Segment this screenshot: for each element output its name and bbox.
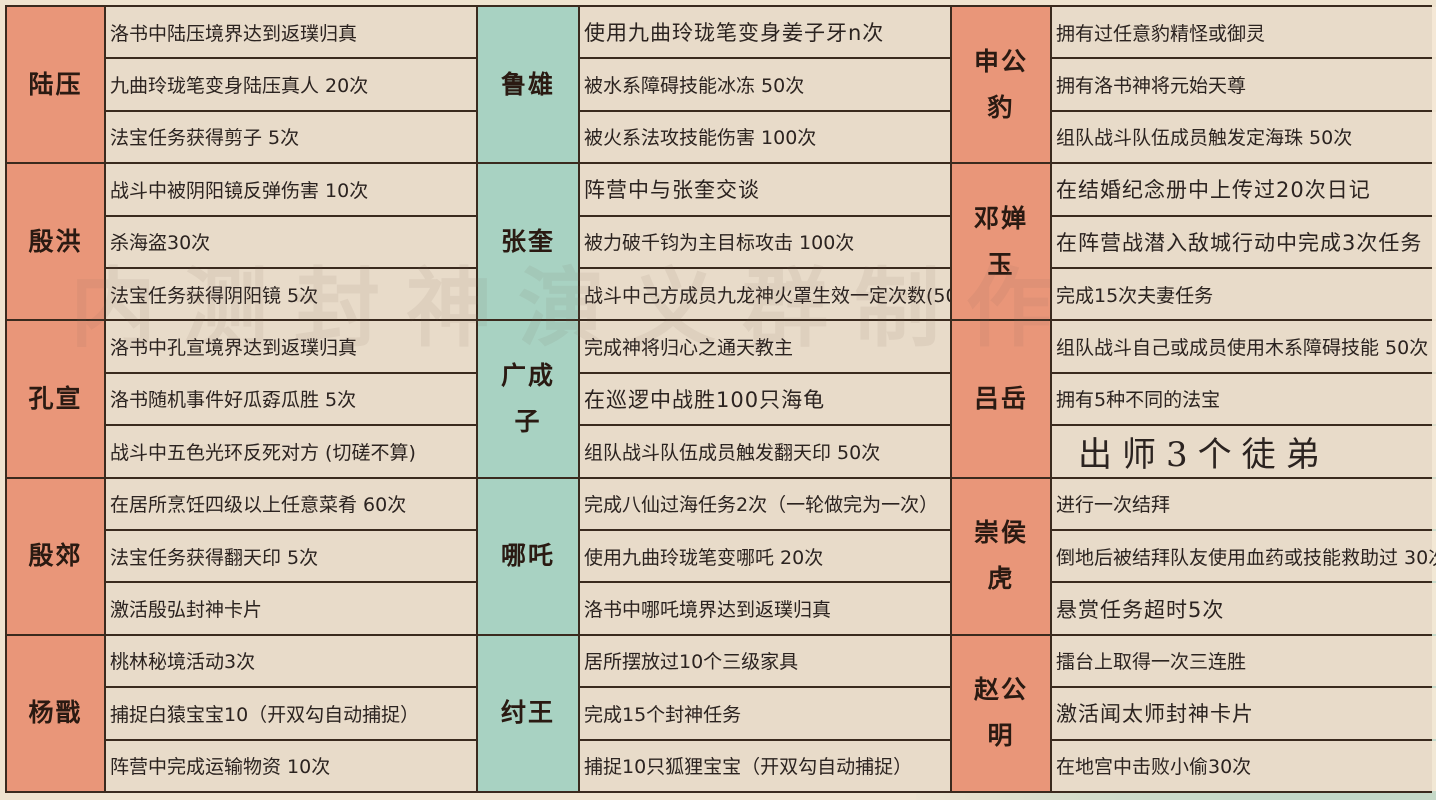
- task-cell: 使用九曲玲珑笔变身姜子牙n次: [580, 7, 950, 58]
- task-cell: 居所摆放过10个三级家具: [580, 635, 950, 687]
- character-name: 杨戬: [7, 635, 104, 791]
- task-cell: 法宝任务获得阴阳镜 5次: [106, 269, 476, 320]
- character-name: 广成子: [478, 321, 578, 477]
- task-cell: 拥有5种不同的法宝: [1052, 373, 1436, 425]
- character-name: 邓婵玉: [952, 164, 1050, 320]
- task-cell: 桃林秘境活动3次: [106, 635, 476, 687]
- task-cell: 杀海盗30次: [106, 216, 476, 267]
- task-cell: 法宝任务获得剪子 5次: [106, 111, 476, 163]
- character-name: 纣王: [478, 635, 578, 791]
- task-cell: 战斗中五色光环反死对方 (切磋不算): [106, 426, 476, 477]
- task-cell: 组队战斗队伍成员触发定海珠 50次: [1052, 111, 1436, 163]
- character-name: 哪吒: [478, 478, 578, 634]
- task-cell: 洛书中孔宣境界达到返璞归真: [106, 321, 476, 372]
- task-cell: 被力破千钧为主目标攻击 100次: [580, 216, 950, 267]
- character-name: 申公豹: [952, 7, 1050, 163]
- task-cell: 捕捉白猿宝宝10（开双勾自动捕捉）: [106, 688, 476, 739]
- character-name: 殷洪: [7, 164, 104, 320]
- task-cell: 洛书随机事件好瓜孬瓜胜 5次: [106, 373, 476, 425]
- task-cell: 阵营中完成运输物资 10次: [106, 740, 476, 791]
- task-cell: 洛书中陆压境界达到返璞归真: [106, 7, 476, 58]
- task-cell: 组队战斗队伍成员触发翻天印 50次: [580, 426, 950, 477]
- task-cell: 法宝任务获得翻天印 5次: [106, 531, 476, 582]
- task-cell: 在阵营战潜入敌城行动中完成3次任务: [1052, 216, 1436, 267]
- task-cell: 进行一次结拜: [1052, 478, 1436, 529]
- character-name: 陆压: [7, 7, 104, 163]
- task-cell: 被水系障碍技能冰冻 50次: [580, 59, 950, 110]
- task-cell: 完成15个封神任务: [580, 688, 950, 739]
- character-name: 张奎: [478, 164, 578, 320]
- task-cell: 捕捉10只狐狸宝宝（开双勾自动捕捉）: [580, 740, 950, 791]
- task-cell: 倒地后被结拜队友使用血药或技能救助过 30次: [1052, 531, 1436, 582]
- task-cell: 完成八仙过海任务2次（一轮做完为一次）: [580, 478, 950, 529]
- task-cell: 被火系法攻技能伤害 100次: [580, 111, 950, 163]
- character-name: 崇侯虎: [952, 478, 1050, 634]
- character-name: 鲁雄: [478, 7, 578, 163]
- task-cell: 擂台上取得一次三连胜: [1052, 635, 1436, 687]
- task-table: 陆压 洛书中陆压境界达到返璞归真 九曲玲珑笔变身陆压真人 20次 法宝任务获得剪子 5…: [5, 5, 1436, 793]
- character-name: 赵公明: [952, 635, 1050, 791]
- task-cell: 组队战斗自己或成员使用木系障碍技能 50次: [1052, 321, 1436, 372]
- task-cell: 激活闻太师封神卡片: [1052, 688, 1436, 739]
- character-name: 孔宣: [7, 321, 104, 477]
- task-cell: 阵营中与张奎交谈: [580, 164, 950, 215]
- character-name: 殷郊: [7, 478, 104, 634]
- task-cell: 战斗中被阴阳镜反弹伤害 10次: [106, 164, 476, 215]
- task-cell: 在结婚纪念册中上传过20次日记: [1052, 164, 1436, 215]
- character-name: 吕岳: [952, 321, 1050, 477]
- task-cell: 在居所烹饪四级以上任意菜肴 60次: [106, 478, 476, 529]
- task-cell: 完成神将归心之通天教主: [580, 321, 950, 372]
- task-cell: 完成15次夫妻任务: [1052, 269, 1436, 320]
- task-cell: 洛书中哪吒境界达到返璞归真: [580, 583, 950, 634]
- task-cell: 激活殷弘封神卡片: [106, 583, 476, 634]
- task-cell: 使用九曲玲珑笔变哪吒 20次: [580, 531, 950, 582]
- task-cell: 悬赏任务超时5次: [1052, 583, 1436, 634]
- task-cell: 九曲玲珑笔变身陆压真人 20次: [106, 59, 476, 110]
- task-cell: 在地宫中击败小偷30次: [1052, 740, 1436, 791]
- task-cell: 出师3个徒弟: [1052, 426, 1436, 477]
- task-cell: 战斗中己方成员九龙神火罩生效一定次数(50): [580, 269, 950, 320]
- task-cell: 在巡逻中战胜100只海龟: [580, 373, 950, 425]
- task-cell: 拥有过任意豹精怪或御灵: [1052, 7, 1436, 58]
- task-cell: 拥有洛书神将元始天尊: [1052, 59, 1436, 110]
